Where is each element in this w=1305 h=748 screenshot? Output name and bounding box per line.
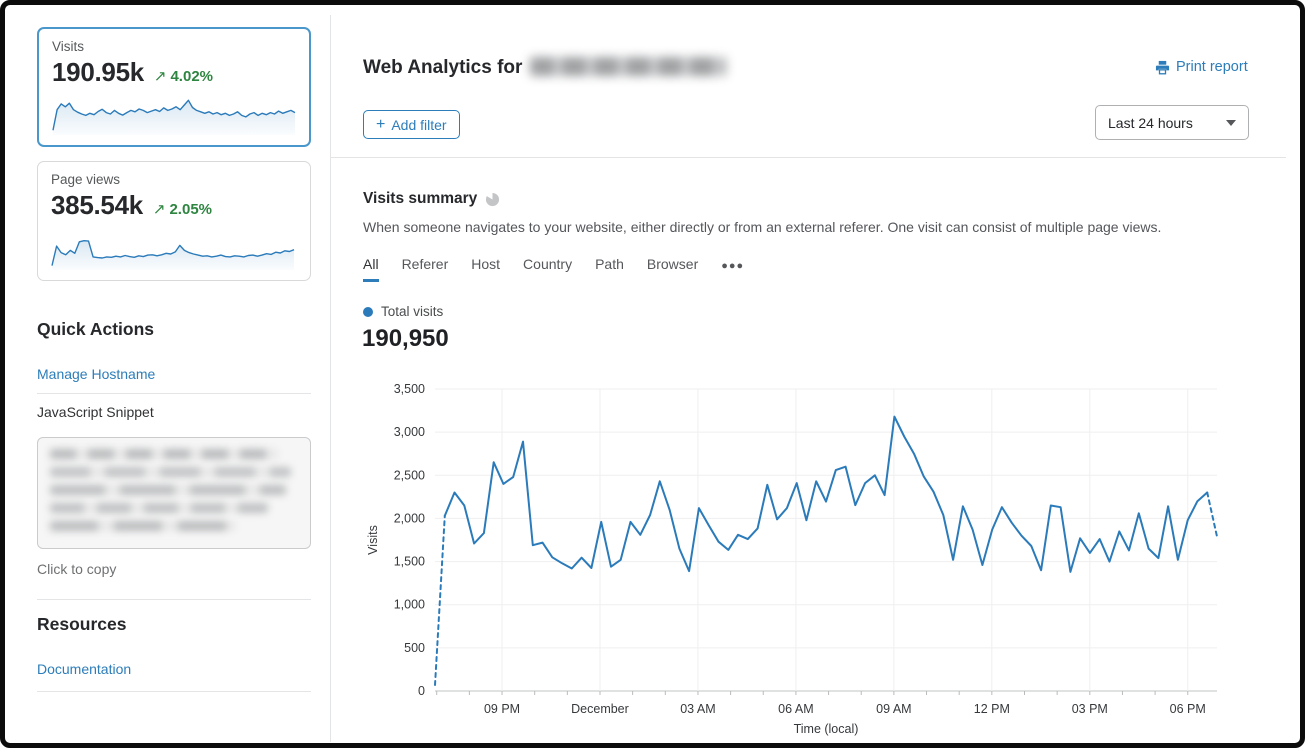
print-report-button[interactable]: Print report bbox=[1155, 59, 1248, 75]
svg-text:0: 0 bbox=[418, 684, 425, 698]
tab-all[interactable]: All bbox=[363, 256, 379, 282]
pageviews-sparkline-chart bbox=[51, 240, 295, 270]
metric-label: Page views bbox=[51, 172, 121, 187]
svg-text:06 PM: 06 PM bbox=[1170, 702, 1206, 716]
time-range-value: Last 24 hours bbox=[1108, 114, 1193, 131]
svg-text:3,000: 3,000 bbox=[394, 425, 425, 439]
tab-country[interactable]: Country bbox=[523, 256, 573, 272]
metric-delta-value: 2.05% bbox=[169, 201, 213, 218]
add-filter-button[interactable]: + Add filter bbox=[363, 110, 460, 139]
svg-text:Visits: Visits bbox=[366, 525, 380, 555]
javascript-snippet-label: JavaScript Snippet bbox=[37, 404, 154, 420]
metric-value: 385.54k bbox=[51, 190, 143, 220]
metric-label: Visits bbox=[52, 39, 85, 54]
click-to-copy-hint: Click to copy bbox=[37, 561, 117, 577]
resources-heading: Resources bbox=[37, 614, 127, 634]
page-title-text: Web Analytics for bbox=[363, 57, 523, 78]
metric-delta: ↗ 2.05% bbox=[153, 200, 212, 218]
tab-browser[interactable]: Browser bbox=[646, 256, 699, 272]
divider bbox=[37, 599, 311, 600]
trend-up-icon: ↗ bbox=[153, 68, 167, 85]
metric-value: 190.95k bbox=[52, 57, 144, 87]
metric-card-page-views[interactable]: Page views 385.54k ↗ 2.05% bbox=[37, 161, 311, 281]
quick-actions-heading: Quick Actions bbox=[37, 319, 155, 339]
summary-tabs: All Referer Host Country Path Browser ●●… bbox=[363, 256, 744, 282]
metric-delta: ↗ 4.02% bbox=[154, 67, 213, 85]
legend-dot-icon bbox=[363, 306, 373, 317]
svg-text:December: December bbox=[571, 702, 629, 716]
add-filter-label: Add filter bbox=[391, 116, 447, 133]
tab-host[interactable]: Host bbox=[471, 256, 501, 272]
svg-text:1,000: 1,000 bbox=[394, 598, 425, 612]
visits-summary-heading: Visits summary bbox=[363, 190, 478, 207]
tab-referer[interactable]: Referer bbox=[401, 256, 449, 272]
tab-path[interactable]: Path bbox=[595, 256, 624, 272]
divider bbox=[37, 393, 311, 394]
svg-text:06 AM: 06 AM bbox=[778, 702, 813, 716]
svg-text:09 AM: 09 AM bbox=[876, 702, 911, 716]
blurred-code-line bbox=[50, 521, 236, 531]
metric-delta-value: 4.02% bbox=[170, 68, 214, 85]
chevron-down-icon bbox=[1226, 119, 1236, 126]
blurred-code-line bbox=[50, 449, 279, 459]
legend-label: Total visits bbox=[381, 304, 444, 319]
manage-hostname-link[interactable]: Manage Hostname bbox=[37, 366, 156, 382]
more-tabs-icon[interactable]: ●●● bbox=[721, 259, 745, 272]
visits-summary-description: When someone navigates to your website, … bbox=[363, 219, 1162, 235]
svg-text:09 PM: 09 PM bbox=[484, 702, 520, 716]
visits-sparkline-chart bbox=[52, 99, 296, 135]
svg-text:1,500: 1,500 bbox=[394, 555, 425, 569]
pie-chart-icon bbox=[486, 191, 500, 206]
header-divider bbox=[331, 157, 1286, 158]
documentation-link[interactable]: Documentation bbox=[37, 661, 132, 677]
time-range-select[interactable]: Last 24 hours bbox=[1095, 105, 1249, 140]
plus-icon: + bbox=[376, 115, 386, 133]
svg-text:12 PM: 12 PM bbox=[974, 702, 1010, 716]
svg-text:3,500: 3,500 bbox=[394, 382, 425, 396]
svg-text:03 PM: 03 PM bbox=[1072, 702, 1108, 716]
page-title: Web Analytics for bbox=[363, 57, 727, 79]
metric-card-visits[interactable]: Visits 190.95k ↗ 4.02% bbox=[37, 27, 311, 147]
sidebar-main-divider bbox=[330, 15, 331, 742]
blurred-code-line bbox=[50, 485, 286, 495]
blurred-code-line bbox=[50, 503, 269, 513]
svg-text:500: 500 bbox=[404, 641, 425, 655]
divider bbox=[37, 691, 311, 692]
blurred-site-domain bbox=[530, 57, 727, 76]
line-chart-canvas: 0 500 1,000 1,500 2,000 2,500 3,000 3,500 09 PM D… bbox=[366, 382, 1218, 736]
svg-text:Time (local): Time (local) bbox=[794, 722, 859, 736]
chart-legend: Total visits bbox=[363, 304, 443, 319]
total-visits-value: 190,950 bbox=[362, 325, 449, 352]
trend-up-icon: ↗ bbox=[152, 201, 166, 218]
printer-icon bbox=[1155, 60, 1170, 74]
javascript-snippet-code-box[interactable] bbox=[37, 437, 311, 549]
visits-time-series-chart: 0 500 1,000 1,500 2,000 2,500 3,000 3,500 09 PM D… bbox=[363, 373, 1249, 741]
svg-text:2,000: 2,000 bbox=[394, 511, 425, 525]
svg-text:03 AM: 03 AM bbox=[680, 702, 715, 716]
print-report-label: Print report bbox=[1176, 59, 1248, 75]
svg-text:2,500: 2,500 bbox=[394, 468, 425, 482]
blurred-code-line bbox=[50, 467, 291, 477]
